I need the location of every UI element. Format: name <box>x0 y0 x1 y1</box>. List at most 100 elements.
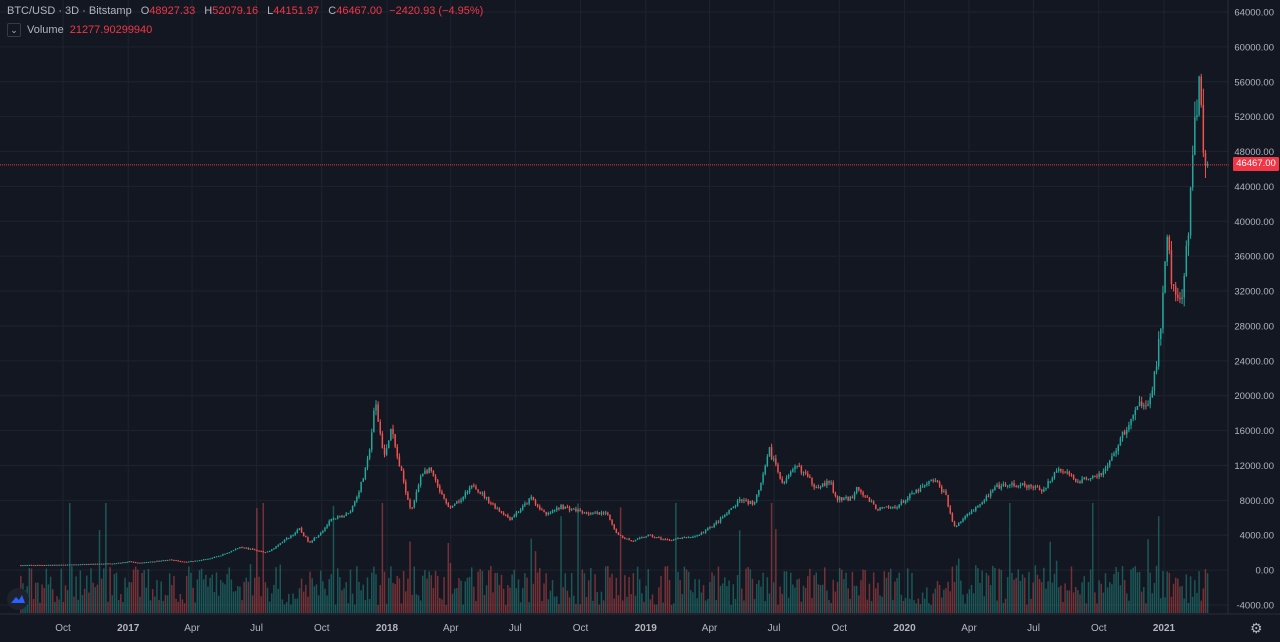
volume-bar <box>1123 579 1126 613</box>
candle-body <box>20 565 22 567</box>
candle-body <box>834 492 837 497</box>
volume-bar <box>396 575 399 613</box>
candle-body <box>958 522 960 526</box>
volume-bar <box>245 577 248 613</box>
volume-bar <box>683 566 686 613</box>
volume-bar <box>836 581 839 613</box>
candle-body <box>832 482 835 493</box>
candle-body <box>200 559 203 561</box>
volume-bar <box>1083 576 1085 613</box>
candle-body <box>830 482 832 484</box>
candle-body <box>1198 76 1200 116</box>
candle-body <box>664 539 666 541</box>
candle-body <box>539 506 541 510</box>
candle-body <box>1143 405 1145 407</box>
candle-body <box>341 515 343 518</box>
volume-bar <box>872 572 875 613</box>
candle-body <box>381 433 384 449</box>
volume-bar <box>247 581 250 613</box>
volume-bar <box>1030 598 1032 613</box>
candle-body <box>492 503 494 505</box>
volume-bar <box>838 568 841 613</box>
candle-body <box>132 561 135 563</box>
volume-bar <box>696 598 698 613</box>
volume-bar <box>785 571 788 613</box>
volume-bar <box>745 568 747 613</box>
volume-bar <box>913 600 915 613</box>
volume-bar <box>402 571 405 613</box>
gear-icon[interactable]: ⚙ <box>1250 620 1263 636</box>
symbol-title[interactable]: BTC/USD · 3D · Bitstamp <box>7 5 132 17</box>
candle-body <box>936 480 939 483</box>
candle-body <box>1128 425 1130 430</box>
volume-bar <box>1074 586 1077 613</box>
volume-bar <box>1021 574 1024 613</box>
candle-body <box>305 536 307 538</box>
candle-body <box>39 564 41 566</box>
candle-body <box>1068 471 1071 475</box>
volume-bar <box>1079 594 1081 613</box>
time-tick-label: 2019 <box>635 623 658 634</box>
volume-bar <box>149 600 152 613</box>
candle-body <box>841 497 843 501</box>
volume-bar <box>419 600 422 613</box>
tradingview-logo-icon[interactable] <box>7 588 29 610</box>
candle-body <box>339 515 341 517</box>
volume-bar <box>970 584 973 613</box>
candle-body <box>989 491 992 497</box>
close-value: 46467.00 <box>336 5 383 17</box>
candle-body <box>1013 483 1015 487</box>
candle-body <box>419 476 422 486</box>
volume-bar <box>151 589 154 613</box>
close-label: C <box>328 5 337 17</box>
volume-bar <box>219 579 222 613</box>
candle-body <box>1055 470 1058 473</box>
volume-bar <box>28 568 31 613</box>
candle-body <box>887 506 890 508</box>
candle-body <box>553 510 556 512</box>
candle-body <box>1060 468 1062 472</box>
volume-bar <box>600 591 603 613</box>
candle-body <box>1162 292 1164 329</box>
volume-bar <box>94 587 97 613</box>
volume-bar <box>734 598 737 613</box>
candle-body <box>570 509 573 511</box>
candle-body <box>1070 474 1073 476</box>
volume-bar <box>1162 571 1164 613</box>
candle-body <box>1002 484 1005 486</box>
volume-bar <box>692 592 694 613</box>
candle-body <box>360 481 362 493</box>
volume-bar <box>1147 539 1149 613</box>
volume-bar <box>826 590 828 613</box>
chevron-down-icon[interactable]: ⌄ <box>7 23 21 37</box>
volume-bar <box>222 582 224 613</box>
candle-body <box>1164 261 1166 293</box>
volume-bar <box>32 598 35 613</box>
volume-bar <box>334 604 337 613</box>
candle-body <box>755 495 758 502</box>
candle-body <box>979 504 981 507</box>
volume-bar <box>673 603 675 613</box>
volume-bar <box>504 604 507 613</box>
volume-bar <box>738 530 741 613</box>
price-tick-label: 44000.00 <box>1234 182 1274 193</box>
volume-bar <box>647 569 649 613</box>
volume-bar <box>224 584 226 613</box>
volume-bar <box>137 569 139 613</box>
volume-bar <box>226 574 228 613</box>
candle-body <box>205 559 207 561</box>
volume-bar <box>983 596 986 613</box>
volume-bar <box>543 583 545 613</box>
candle-body <box>194 560 196 562</box>
volume-bar <box>451 593 454 613</box>
candle-body <box>881 507 883 509</box>
volume-bar <box>596 592 598 613</box>
volume-bar <box>445 604 447 613</box>
volume-bar <box>41 584 43 613</box>
candle-body <box>86 564 88 566</box>
price-tick-label: 4000.00 <box>1240 531 1274 542</box>
volume-bar <box>1047 581 1049 613</box>
volume-bar <box>262 503 265 613</box>
volume-bar <box>228 567 230 613</box>
